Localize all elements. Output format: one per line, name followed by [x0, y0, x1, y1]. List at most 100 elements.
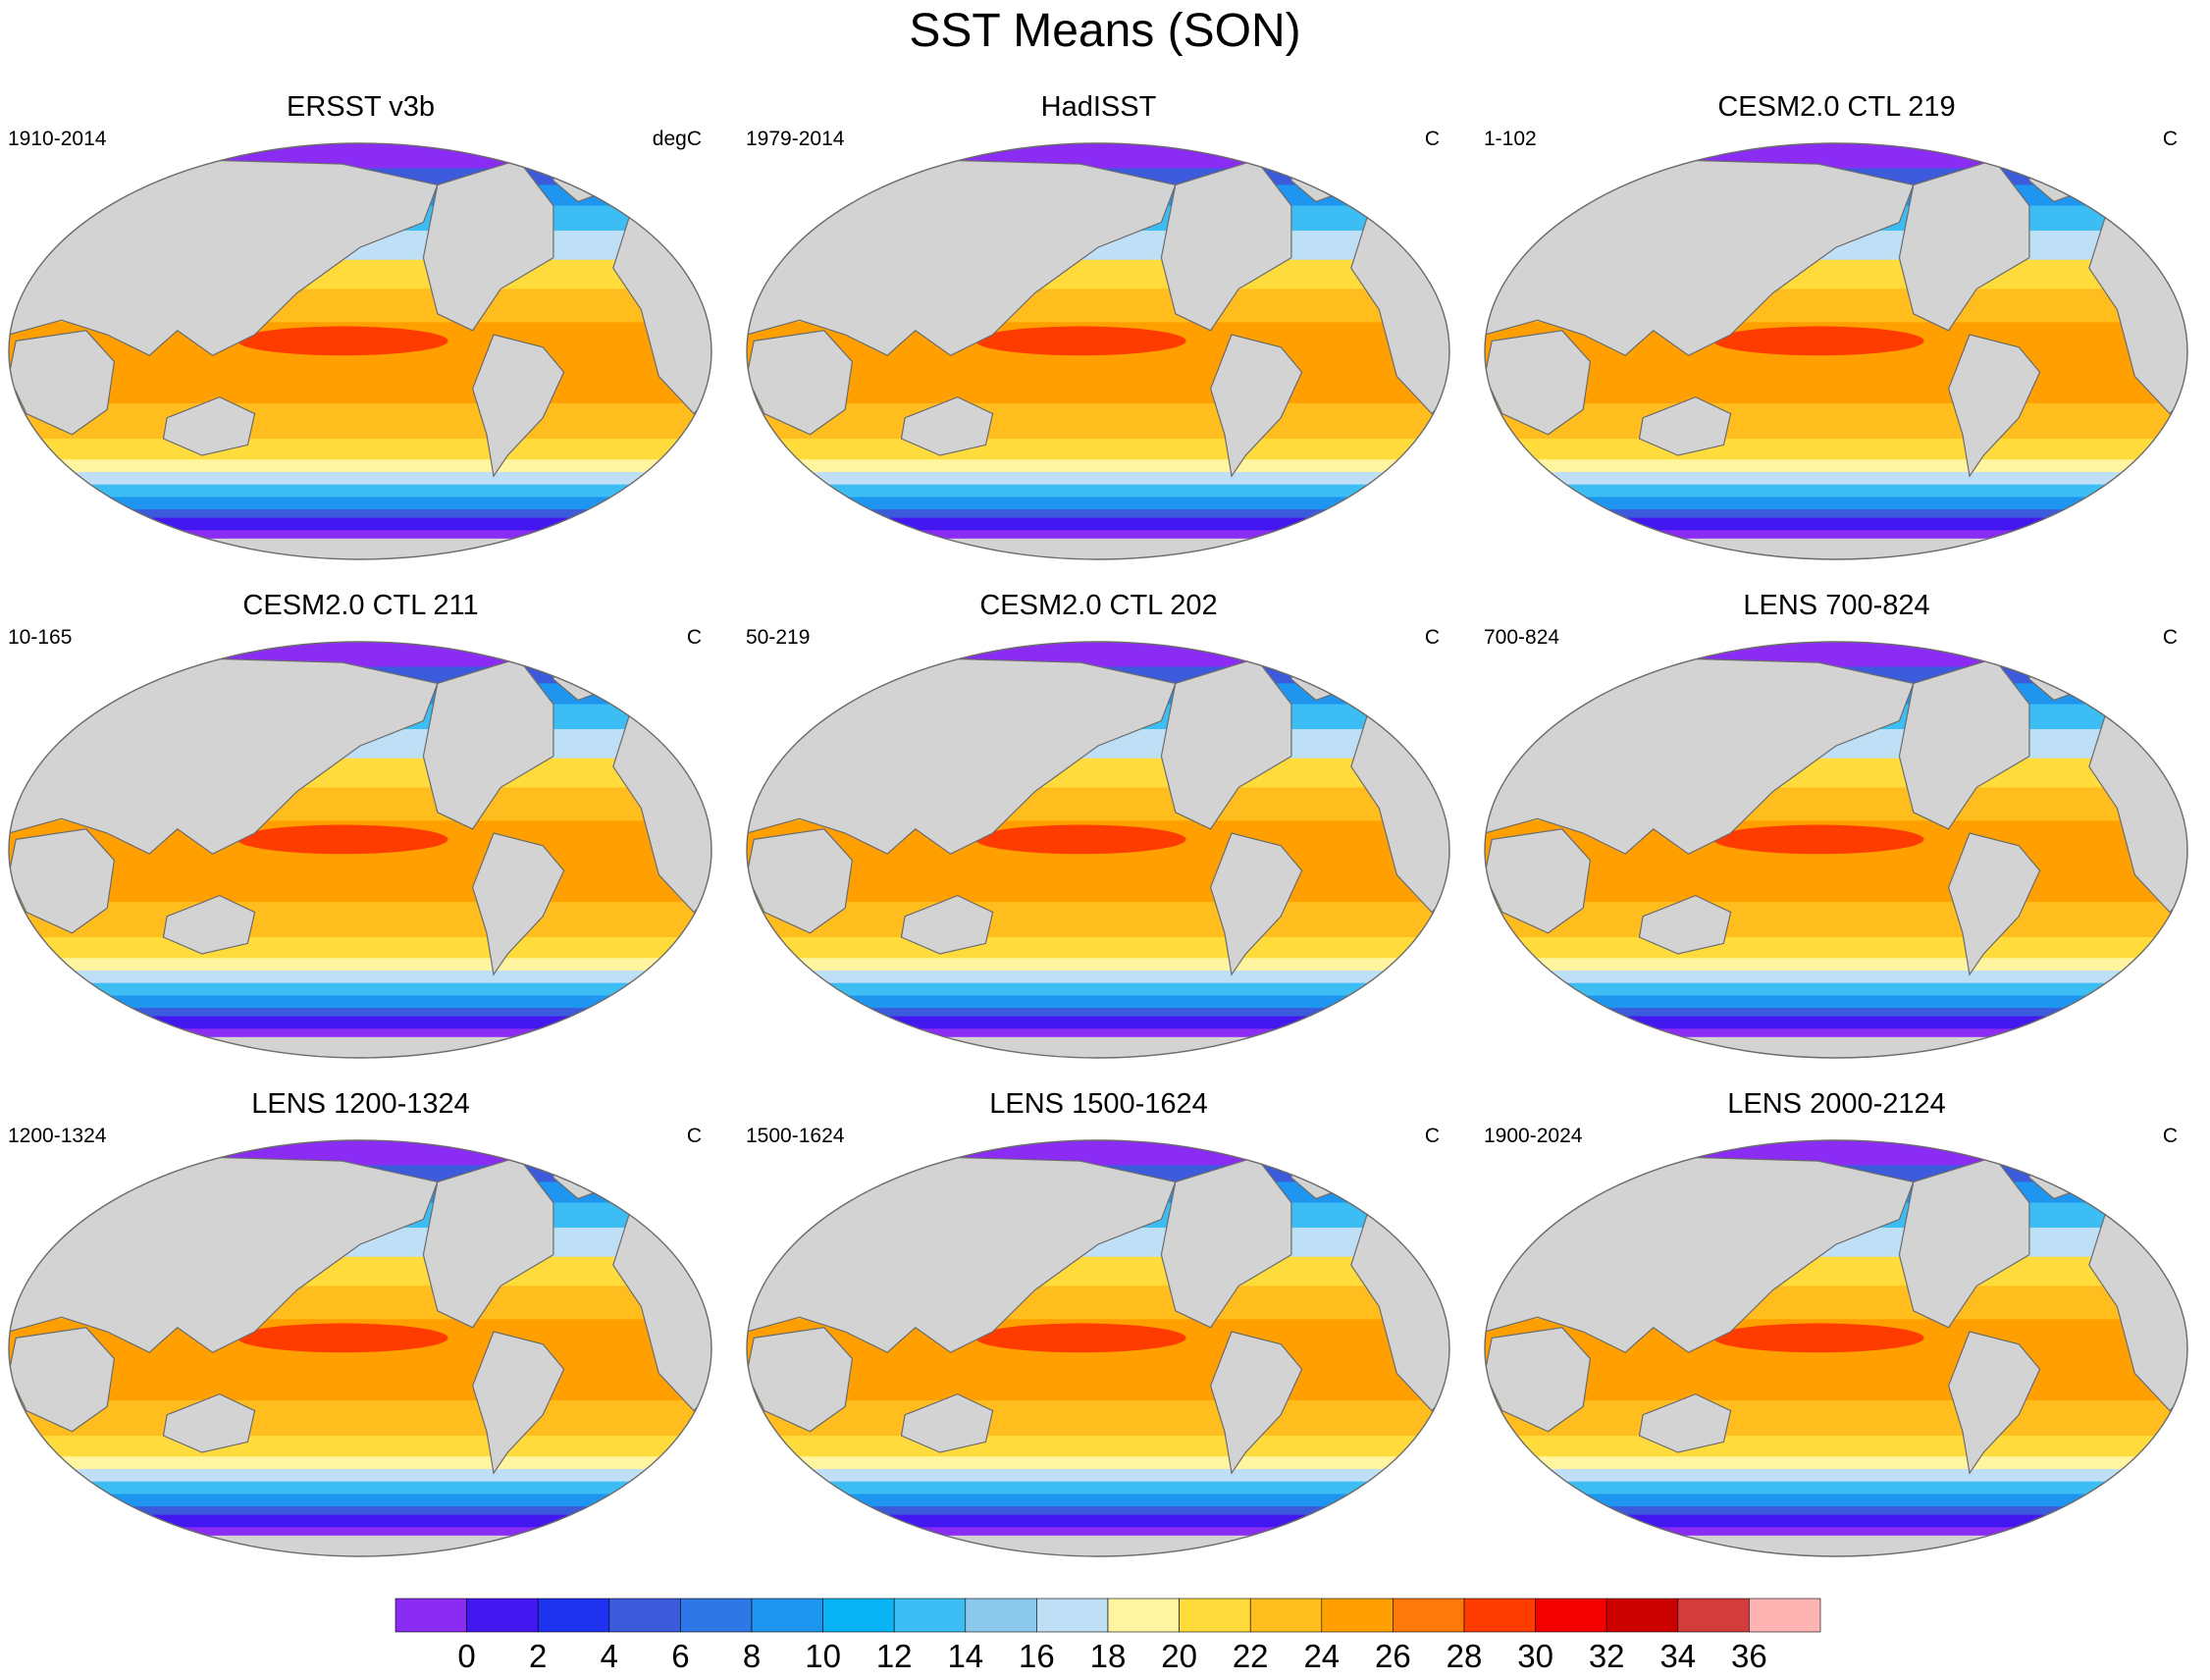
- sst-band: [1485, 937, 2187, 960]
- south-america-land: [1947, 832, 2041, 976]
- south-america-land: [471, 832, 565, 976]
- sst-band: [9, 642, 711, 668]
- sst-band: [747, 642, 1449, 668]
- sst-band: [1485, 361, 2187, 404]
- sst-band: [1485, 958, 2187, 971]
- colorbar-box: [1463, 1598, 1536, 1633]
- sst-band: [747, 1436, 1449, 1458]
- sst-band: [1485, 902, 2187, 939]
- south-america-land: [1947, 1331, 2041, 1475]
- australia-land: [900, 1392, 994, 1453]
- sst-band: [747, 497, 1449, 511]
- eurasia-land: [9, 1156, 439, 1353]
- panel-title: CESM2.0 CTL 211: [242, 590, 479, 621]
- colorbar-box: [1535, 1598, 1607, 1633]
- panel-period-label: 1979-2014: [746, 128, 845, 150]
- sst-band: [747, 459, 1449, 473]
- sst-band: [747, 982, 1449, 997]
- sst-band: [9, 958, 711, 971]
- panel-units-label: C: [2162, 1125, 2178, 1147]
- colorbar-tick-label: 16: [1019, 1638, 1055, 1674]
- sst-band: [9, 1514, 711, 1529]
- panel-units-label: C: [1424, 128, 1440, 150]
- panel-units-label: C: [1424, 1125, 1440, 1147]
- sst-band: [1485, 497, 2187, 511]
- eurasia-land: [9, 657, 439, 855]
- map-panel-lens-1500: LENS 1500-1624 1500-1624 C: [738, 1087, 1459, 1578]
- panel-period-label: 1910-2014: [8, 128, 107, 150]
- sst-band: [1485, 143, 2187, 170]
- sst-band: [747, 361, 1449, 404]
- warm-pool: [237, 1323, 448, 1353]
- colorbar-box: [1249, 1598, 1323, 1633]
- panel-period-label: 1200-1324: [8, 1125, 107, 1147]
- sst-band: [1485, 982, 2187, 997]
- panel-title: LENS 1200-1324: [251, 1088, 470, 1120]
- australia-land: [1638, 395, 1732, 456]
- world-map: [8, 641, 712, 1059]
- sst-band: [747, 143, 1449, 170]
- sst-band: [1485, 642, 2187, 668]
- map-outline: [746, 641, 1450, 1059]
- map-panel-cesm-202: CESM2.0 CTL 202 50-219 C: [738, 589, 1459, 1079]
- north-america-land: [1160, 657, 1292, 830]
- colorbar-tick-label: 20: [1161, 1638, 1197, 1674]
- map-outline: [1484, 1139, 2188, 1557]
- panel-period-label: 700-824: [1484, 626, 1560, 649]
- north-america-land: [1898, 159, 2030, 332]
- colorbar-tick-label: 36: [1731, 1638, 1767, 1674]
- north-america-land: [1160, 1156, 1292, 1329]
- world-map: [1484, 142, 2188, 560]
- sst-band: [9, 361, 711, 404]
- sst-band: [1485, 484, 2187, 499]
- sst-band: [1485, 1481, 2187, 1496]
- sst-band: [747, 403, 1449, 441]
- colorbar-tick-label: 34: [1659, 1638, 1697, 1674]
- sst-band: [9, 1468, 711, 1483]
- sst-band: [9, 471, 711, 486]
- sst-band: [747, 902, 1449, 939]
- sst-band: [747, 484, 1449, 499]
- south-america-land: [1209, 832, 1303, 976]
- map-outline: [8, 142, 712, 560]
- warm-pool: [1712, 1323, 1924, 1353]
- australia-land: [1638, 1392, 1732, 1453]
- colorbar-tick-label: 22: [1232, 1638, 1269, 1674]
- eurasia-land: [9, 159, 439, 356]
- sst-band: [747, 439, 1449, 461]
- panel-units-label: C: [686, 1125, 702, 1147]
- world-map: [746, 1139, 1450, 1557]
- sst-band: [1485, 1358, 2187, 1401]
- panel-units-label: degC: [652, 128, 702, 150]
- colorbar-tick-label: 14: [947, 1638, 984, 1674]
- sst-band: [1485, 1456, 2187, 1470]
- eurasia-land: [1485, 159, 1915, 356]
- colorbar-box: [1393, 1598, 1465, 1633]
- warm-pool: [974, 326, 1186, 356]
- map-outline: [1484, 142, 2188, 560]
- colorbar-tick-label: 8: [742, 1638, 762, 1674]
- panel-period-label: 1-102: [1484, 128, 1537, 150]
- warm-pool: [1712, 824, 1924, 855]
- sst-band: [747, 517, 1449, 532]
- sst-band: [1485, 403, 2187, 441]
- map-outline: [8, 641, 712, 1059]
- colorbar-box: [1321, 1598, 1394, 1633]
- colorbar-box: [893, 1598, 967, 1633]
- sst-band: [1485, 439, 2187, 461]
- australia-land: [900, 395, 994, 456]
- sst-band: [1485, 459, 2187, 473]
- sst-band: [1485, 995, 2187, 1010]
- sst-band: [1485, 860, 2187, 903]
- world-map: [746, 641, 1450, 1059]
- panel-units-label: C: [2162, 128, 2178, 150]
- south-america-land: [471, 334, 565, 478]
- world-map: [746, 142, 1450, 560]
- australia-land: [162, 395, 256, 456]
- australia-land: [1638, 894, 1732, 955]
- sst-band: [9, 1358, 711, 1401]
- sst-band: [747, 509, 1449, 519]
- south-america-land: [1947, 334, 2041, 478]
- warm-pool: [974, 1323, 1186, 1353]
- colorbar-tick-label: 32: [1588, 1638, 1625, 1674]
